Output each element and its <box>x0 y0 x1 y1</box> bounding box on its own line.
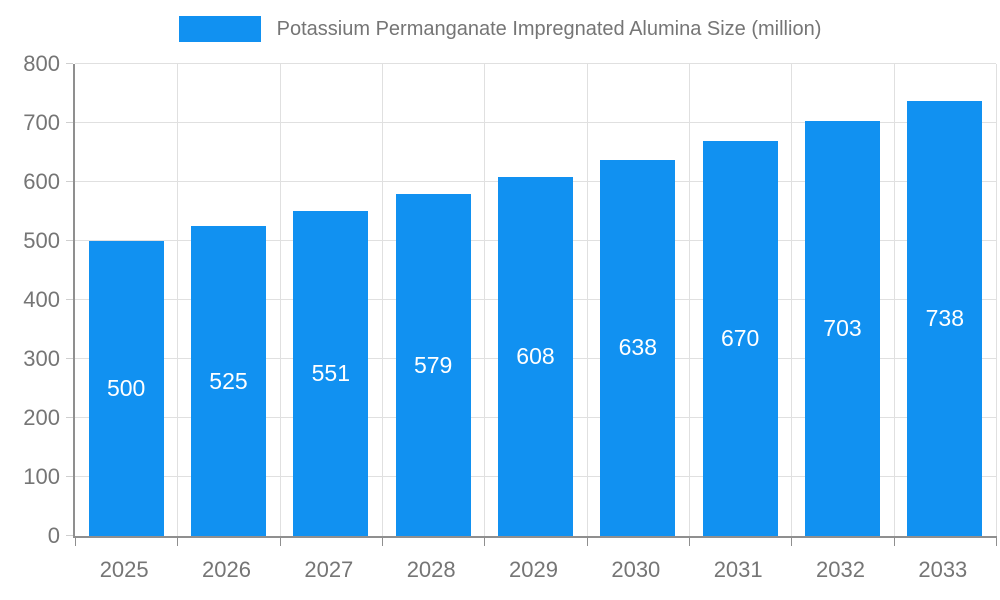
y-axis-tick <box>66 240 73 241</box>
x-axis-label: 2028 <box>406 557 456 582</box>
x-axis-tick <box>381 536 383 546</box>
y-axis-label: 500 <box>23 228 60 253</box>
bar-value-label: 525 <box>209 367 248 394</box>
bar: 500 <box>88 241 164 536</box>
bar-value-label: 638 <box>618 334 657 361</box>
x-axis-tick <box>893 536 895 546</box>
y-axis-tick <box>66 181 73 182</box>
x-gridline <box>996 64 997 536</box>
x-axis-label: 2030 <box>611 557 661 582</box>
bar: 670 <box>702 140 778 536</box>
x-gridline <box>279 64 281 536</box>
y-axis-label: 300 <box>23 346 60 371</box>
bar-value-label: 500 <box>106 375 146 401</box>
x-gridline <box>177 64 179 536</box>
x-axis-tick <box>279 536 281 546</box>
x-axis-tick <box>484 536 486 546</box>
x-axis-tick <box>75 536 76 546</box>
bar: 579 <box>395 194 471 536</box>
bar: 703 <box>805 121 880 536</box>
y-axis-label: 400 <box>23 287 60 312</box>
x-gridline <box>791 64 793 536</box>
x-axis-label: 2032 <box>816 557 865 582</box>
legend-swatch <box>178 16 261 42</box>
x-gridline <box>688 64 690 536</box>
bar-value-label: 608 <box>516 343 555 370</box>
y-gridline <box>75 63 996 64</box>
y-axis-tick <box>66 476 73 477</box>
y-axis-label: 700 <box>23 110 60 135</box>
bar: 638 <box>600 159 676 536</box>
bar: 551 <box>293 210 369 536</box>
y-axis-tick <box>66 122 73 123</box>
y-axis-tick <box>66 299 73 300</box>
x-axis-tick <box>177 536 179 546</box>
x-axis-tick <box>791 536 793 546</box>
x-axis-label: 2026 <box>202 557 251 582</box>
x-axis-tick <box>996 536 997 546</box>
x-axis-tick <box>688 536 690 546</box>
y-axis-label: 0 <box>47 523 60 548</box>
y-axis-tick <box>66 535 73 536</box>
x-gridline <box>893 64 895 536</box>
x-axis-tick <box>586 536 588 546</box>
y-axis-label: 100 <box>23 464 60 489</box>
x-gridline <box>586 64 588 536</box>
y-axis-label: 200 <box>23 405 60 430</box>
y-axis-tick <box>66 358 73 359</box>
x-gridline <box>484 64 486 536</box>
legend: Potassium Permanganate Impregnated Alumi… <box>0 16 1000 42</box>
y-axis-tick <box>66 63 73 64</box>
bar: 608 <box>498 177 573 536</box>
bar-value-label: 670 <box>720 324 760 351</box>
plot-area: 500 525 551 579 608 638 670 703 738 <box>66 63 997 546</box>
x-axis-label: 2033 <box>918 557 968 582</box>
x-gridline <box>381 64 383 536</box>
x-axis-label: 2025 <box>99 557 149 582</box>
y-axis-tick <box>66 417 73 418</box>
bar: 738 <box>907 100 983 536</box>
bar-value-label: 579 <box>413 351 453 378</box>
bar-value-label: 738 <box>925 304 964 331</box>
x-axis-label: 2027 <box>304 557 354 582</box>
x-axis-label: 2029 <box>509 557 558 582</box>
bar-value-label: 551 <box>311 359 350 386</box>
bar: 525 <box>191 226 266 536</box>
y-gridline <box>75 122 996 123</box>
legend-label: Potassium Permanganate Impregnated Alumi… <box>276 17 822 40</box>
y-axis-label: 800 <box>23 51 60 76</box>
bar-value-label: 703 <box>823 315 862 342</box>
x-axis-label: 2031 <box>713 557 763 582</box>
y-axis-label: 600 <box>23 169 60 194</box>
